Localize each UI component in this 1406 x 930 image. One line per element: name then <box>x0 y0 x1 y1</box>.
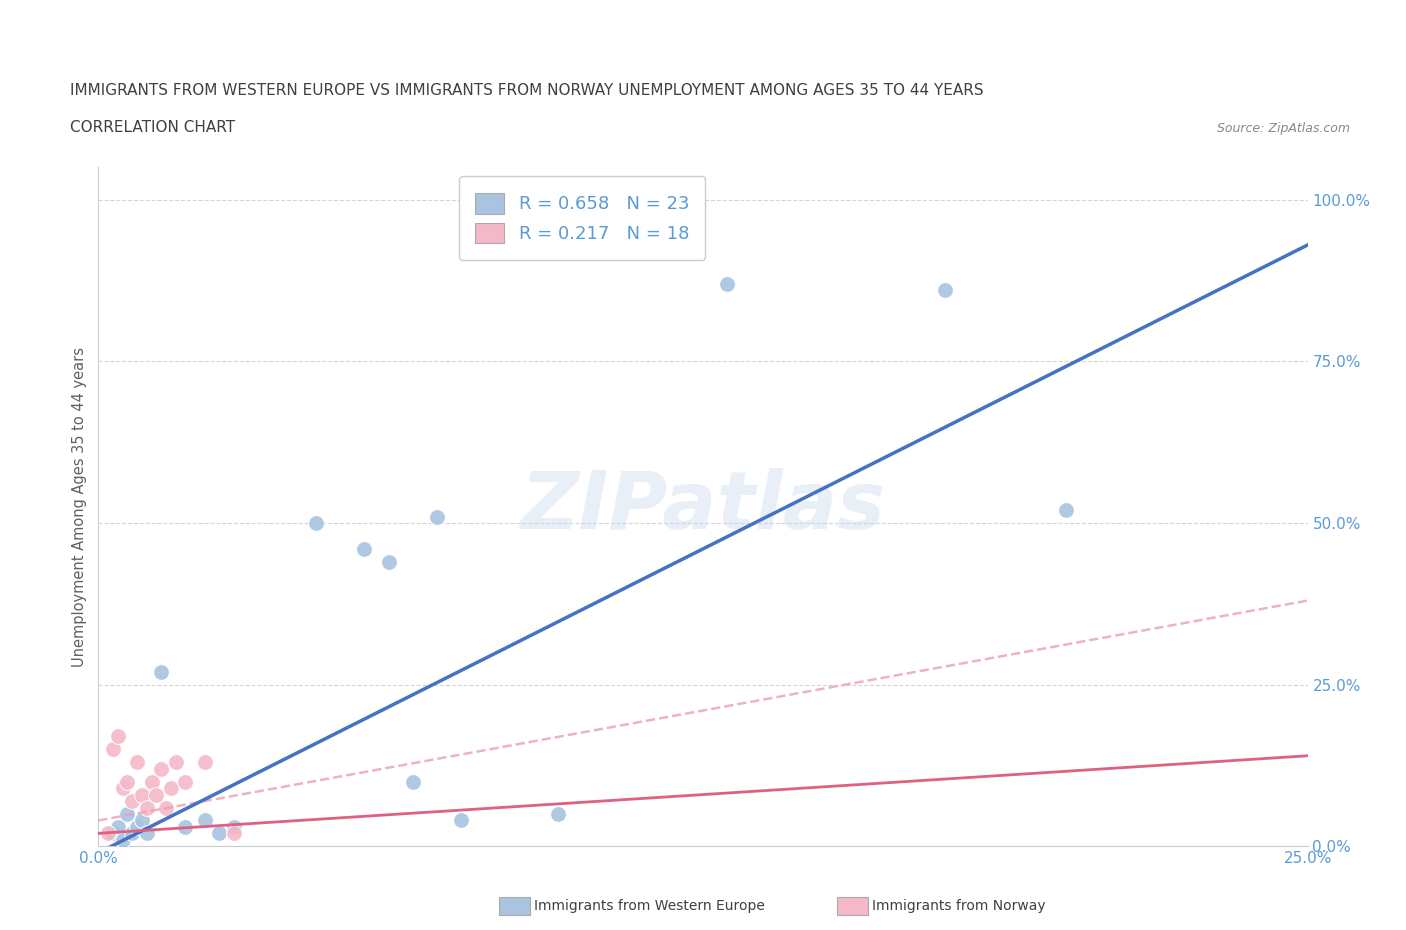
Point <box>111 780 134 795</box>
Point <box>150 664 173 679</box>
Point <box>194 755 217 770</box>
Point <box>131 813 153 828</box>
Legend: R = 0.658   N = 23, R = 0.217   N = 18: R = 0.658 N = 23, R = 0.217 N = 18 <box>458 177 706 259</box>
Point <box>208 826 231 841</box>
Point <box>101 742 124 757</box>
Point <box>141 774 163 789</box>
Point <box>426 509 449 524</box>
Point <box>155 800 177 815</box>
Text: IMMIGRANTS FROM WESTERN EUROPE VS IMMIGRANTS FROM NORWAY UNEMPLOYMENT AMONG AGES: IMMIGRANTS FROM WESTERN EUROPE VS IMMIGR… <box>70 83 984 98</box>
Point <box>150 762 173 777</box>
Point <box>107 729 129 744</box>
Text: Immigrants from Norway: Immigrants from Norway <box>872 898 1045 913</box>
Point <box>305 515 328 530</box>
Point <box>111 832 134 847</box>
Point <box>353 541 375 556</box>
Point <box>450 813 472 828</box>
Text: CORRELATION CHART: CORRELATION CHART <box>70 120 235 135</box>
Point <box>402 774 425 789</box>
Point <box>117 774 139 789</box>
Point <box>377 554 399 569</box>
Point <box>117 806 139 821</box>
Text: Immigrants from Western Europe: Immigrants from Western Europe <box>534 898 765 913</box>
Point <box>135 826 157 841</box>
Point <box>934 283 956 298</box>
Point <box>174 819 197 834</box>
Point <box>135 800 157 815</box>
Point <box>222 819 245 834</box>
Point <box>547 806 569 821</box>
Y-axis label: Unemployment Among Ages 35 to 44 years: Unemployment Among Ages 35 to 44 years <box>72 347 87 667</box>
Point <box>131 787 153 802</box>
Point <box>127 819 149 834</box>
Point <box>101 826 124 841</box>
Point <box>222 826 245 841</box>
Point <box>121 793 143 808</box>
Point <box>97 826 120 841</box>
Point <box>716 276 738 291</box>
Point <box>145 787 167 802</box>
Point <box>194 813 217 828</box>
Text: Source: ZipAtlas.com: Source: ZipAtlas.com <box>1216 122 1350 135</box>
Point <box>160 780 183 795</box>
Point <box>121 826 143 841</box>
Text: ZIPatlas: ZIPatlas <box>520 468 886 546</box>
Point <box>174 774 197 789</box>
Point <box>165 755 187 770</box>
Point <box>107 819 129 834</box>
Point <box>1054 502 1077 517</box>
Point <box>127 755 149 770</box>
